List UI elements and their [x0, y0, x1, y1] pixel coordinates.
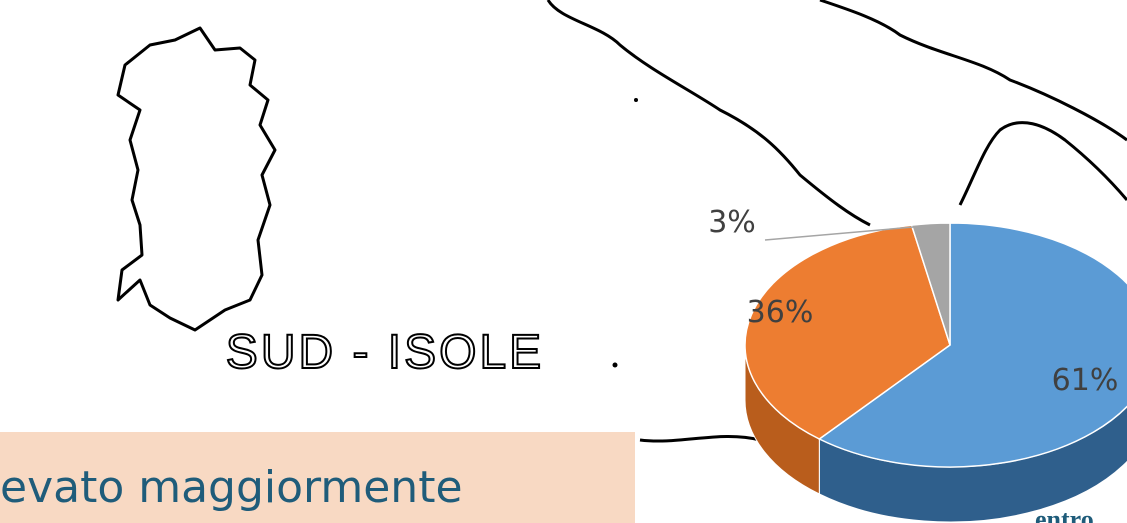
dot: [634, 98, 638, 102]
region-label: SUD - ISOLE: [226, 326, 544, 379]
banner: [0, 432, 635, 523]
corner-text: entro: [1035, 505, 1094, 523]
coastline: [639, 434, 761, 443]
sardinia-outline: [116, 26, 277, 332]
banner-text: evato maggiormente: [0, 462, 463, 513]
pie-slice: [910, 222, 951, 346]
pie-slice: [744, 224, 951, 440]
dot: [612, 362, 618, 368]
map: [116, 0, 1127, 443]
pie-slice: [817, 222, 1127, 468]
leader-line: [764, 224, 931, 241]
coastline: [819, 0, 1127, 142]
data-label: 3%: [708, 205, 756, 240]
coastline: [958, 121, 1127, 206]
data-label: 61%: [1052, 363, 1119, 398]
pie-chart: 61% 36% 3%: [708, 205, 1127, 523]
data-label: 36%: [747, 295, 814, 330]
coastline: [546, 0, 871, 227]
